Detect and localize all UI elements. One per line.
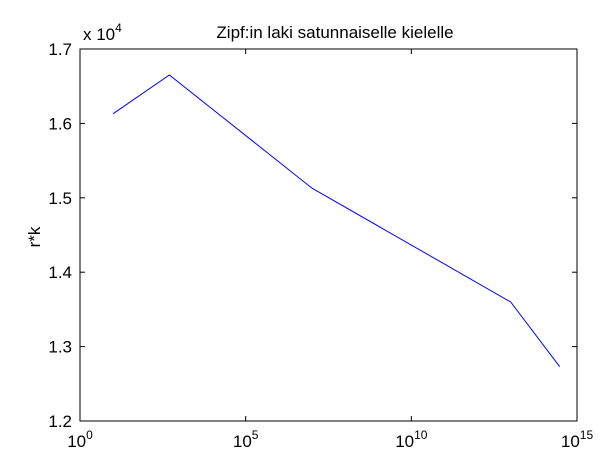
chart-title: Zipf:in laki satunnaiselle kielelle bbox=[216, 23, 453, 42]
y-tick-label-4: 1.6 bbox=[48, 114, 72, 133]
y-tick-label-1: 1.3 bbox=[48, 338, 72, 357]
y-axis-multiplier: x 104 bbox=[83, 21, 122, 44]
x-tick-label-0: 100 bbox=[67, 428, 93, 451]
x-tick-label-1: 105 bbox=[233, 428, 259, 451]
series-line-0 bbox=[112, 74, 561, 368]
y-tick-label-2: 1.4 bbox=[48, 263, 72, 282]
x-tick-label-3: 1015 bbox=[561, 428, 594, 451]
plot-area: 100 105 1010 1015 1.2 1.3 1.4 1.5 1.6 1.7 bbox=[48, 40, 593, 451]
axes-box bbox=[79, 48, 578, 422]
y-axis-label: r*k bbox=[25, 226, 44, 247]
y-tick-label-0: 1.2 bbox=[48, 412, 72, 431]
y-tick-label-3: 1.5 bbox=[48, 189, 72, 208]
y-tick-label-5: 1.7 bbox=[48, 40, 72, 59]
x-tick-label-2: 1010 bbox=[395, 428, 428, 451]
